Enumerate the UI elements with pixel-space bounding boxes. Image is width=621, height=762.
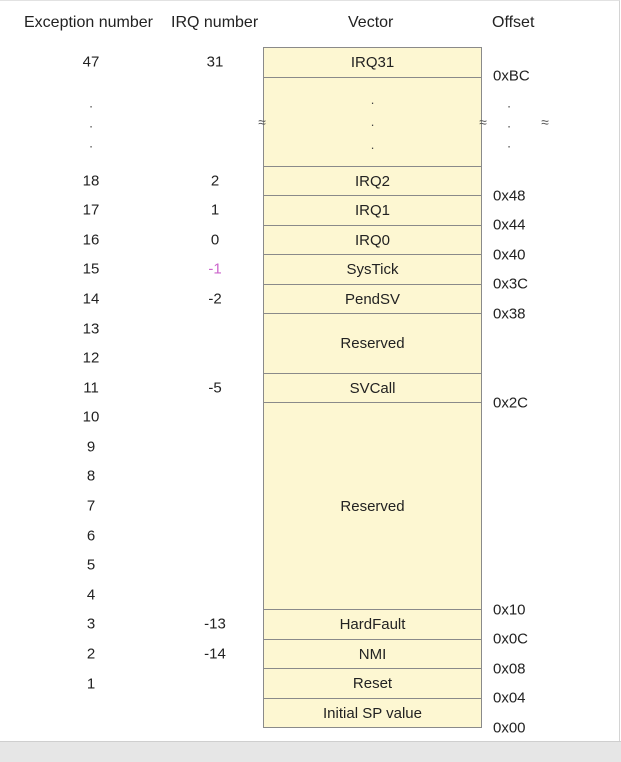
- exception-number: 8: [86, 467, 96, 485]
- exception-number: 15: [82, 260, 100, 278]
- irq-number: 0: [210, 231, 220, 249]
- ellipsis-dot: .: [370, 137, 375, 153]
- exception-number: 5: [86, 556, 96, 574]
- exception-number: 3: [86, 615, 96, 633]
- break-mark-left: ≈: [258, 114, 266, 130]
- exception-number: 10: [82, 408, 100, 426]
- irq-number: 31: [206, 53, 224, 71]
- offset-label: 0x3C: [493, 275, 529, 293]
- exception-number: 14: [82, 290, 100, 308]
- irq-number: -14: [204, 645, 226, 663]
- offset-label: 0x0C: [493, 630, 529, 648]
- offset-label: 0x2C: [493, 394, 529, 412]
- exception-number: 11: [83, 379, 99, 397]
- ellipsis-dot: .: [507, 95, 511, 111]
- offset-label: 0x38: [493, 305, 526, 323]
- vector-cell-reserved: Reserved: [263, 313, 482, 374]
- diagram-frame: Exception number IRQ number Vector Offse…: [0, 0, 620, 741]
- vector-cell-irq0: IRQ0: [263, 225, 482, 255]
- vector-cell-pendsv: PendSV: [263, 284, 482, 314]
- irq-number: 2: [210, 172, 220, 190]
- exception-number: 7: [86, 497, 96, 515]
- break-mark-offset: ≈: [541, 114, 549, 130]
- ellipsis-dot: .: [507, 115, 511, 131]
- offset-label: 0x10: [493, 601, 526, 619]
- offset-label: 0x48: [493, 187, 526, 205]
- offset-label: 0x44: [493, 216, 526, 234]
- ellipsis-dot: .: [370, 114, 375, 130]
- vector-cell-initial-sp: Initial SP value: [263, 698, 482, 728]
- irq-number: -5: [208, 379, 222, 397]
- vector-cell-systick: SysTick: [263, 254, 482, 285]
- exception-number: 12: [82, 349, 100, 367]
- offset-label: 0x08: [493, 660, 526, 678]
- header-offset: Offset: [492, 14, 535, 31]
- exception-number: 17: [82, 201, 100, 219]
- exception-number: 13: [82, 320, 100, 338]
- irq-number: -2: [208, 290, 222, 308]
- irq-number: -13: [204, 615, 226, 633]
- exception-number: 18: [82, 172, 100, 190]
- vector-cell-reserved: Reserved: [263, 402, 482, 610]
- exception-number: 1: [86, 675, 96, 693]
- exception-number: 6: [86, 527, 96, 545]
- offset-label: 0x04: [493, 689, 526, 707]
- offset-label: 0x40: [493, 246, 526, 264]
- offset-label: 0x00: [493, 719, 526, 737]
- header-vector: Vector: [348, 14, 394, 31]
- header-exception-number: Exception number: [24, 14, 153, 31]
- vector-cell-svcall: SVCall: [263, 373, 482, 403]
- vector-cell-hardfault: HardFault: [263, 609, 482, 640]
- ellipsis-dot: .: [89, 135, 93, 151]
- exception-number: 4: [86, 586, 96, 604]
- exception-number: 2: [86, 645, 96, 663]
- vector-cell-irq31: IRQ31: [263, 47, 482, 78]
- irq-number-highlighted: -1: [208, 260, 222, 278]
- ellipsis-dot: .: [370, 91, 375, 107]
- exception-number: 47: [82, 53, 100, 71]
- vector-cell-irq2: IRQ2: [263, 166, 482, 196]
- exception-number: 16: [82, 231, 100, 249]
- exception-number: 9: [86, 438, 96, 456]
- irq-number: 1: [210, 201, 220, 219]
- ellipsis-dot: .: [507, 135, 511, 151]
- vector-cell-irq1: IRQ1: [263, 195, 482, 226]
- vector-cell-nmi: NMI: [263, 639, 482, 669]
- vector-cell-gap: . . .: [263, 77, 482, 167]
- window-footer-bar: [0, 741, 621, 762]
- break-mark-right: ≈: [479, 114, 487, 130]
- offset-label: 0xBC: [493, 67, 530, 85]
- ellipsis-dot: .: [89, 115, 93, 131]
- header-irq-number: IRQ number: [171, 14, 259, 31]
- vector-cell-reset: Reset: [263, 668, 482, 699]
- ellipsis-dot: .: [89, 95, 93, 111]
